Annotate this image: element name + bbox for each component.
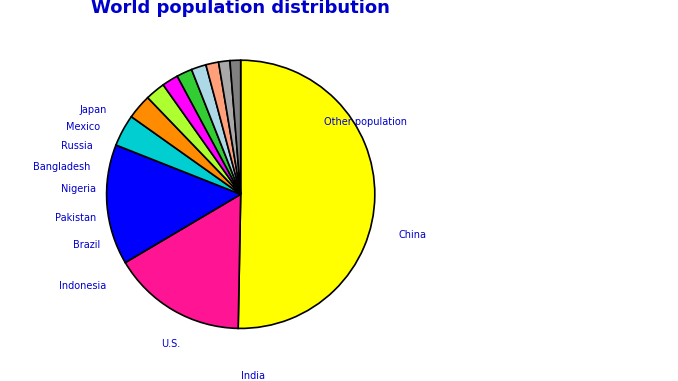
Title: World population distribution: World population distribution (92, 0, 390, 17)
Text: Indonesia: Indonesia (60, 280, 106, 290)
Wedge shape (206, 62, 241, 194)
Wedge shape (192, 65, 241, 194)
Wedge shape (116, 117, 241, 194)
Wedge shape (230, 60, 241, 194)
Wedge shape (177, 69, 241, 194)
Text: Pakistan: Pakistan (55, 213, 96, 223)
Text: Other population: Other population (324, 117, 407, 127)
Text: Russia: Russia (62, 141, 93, 151)
Text: India: India (241, 371, 264, 381)
Wedge shape (238, 60, 375, 328)
Wedge shape (132, 98, 241, 194)
Text: Nigeria: Nigeria (61, 184, 96, 194)
Text: Bangladesh: Bangladesh (33, 162, 90, 173)
Text: Japan: Japan (79, 105, 106, 115)
Text: Brazil: Brazil (73, 240, 100, 250)
Wedge shape (125, 194, 241, 328)
Wedge shape (148, 85, 241, 194)
Text: U.S.: U.S. (161, 339, 180, 349)
Text: China: China (399, 229, 427, 240)
Wedge shape (106, 145, 241, 263)
Text: Mexico: Mexico (66, 122, 100, 132)
Wedge shape (218, 61, 241, 194)
Wedge shape (163, 76, 241, 194)
